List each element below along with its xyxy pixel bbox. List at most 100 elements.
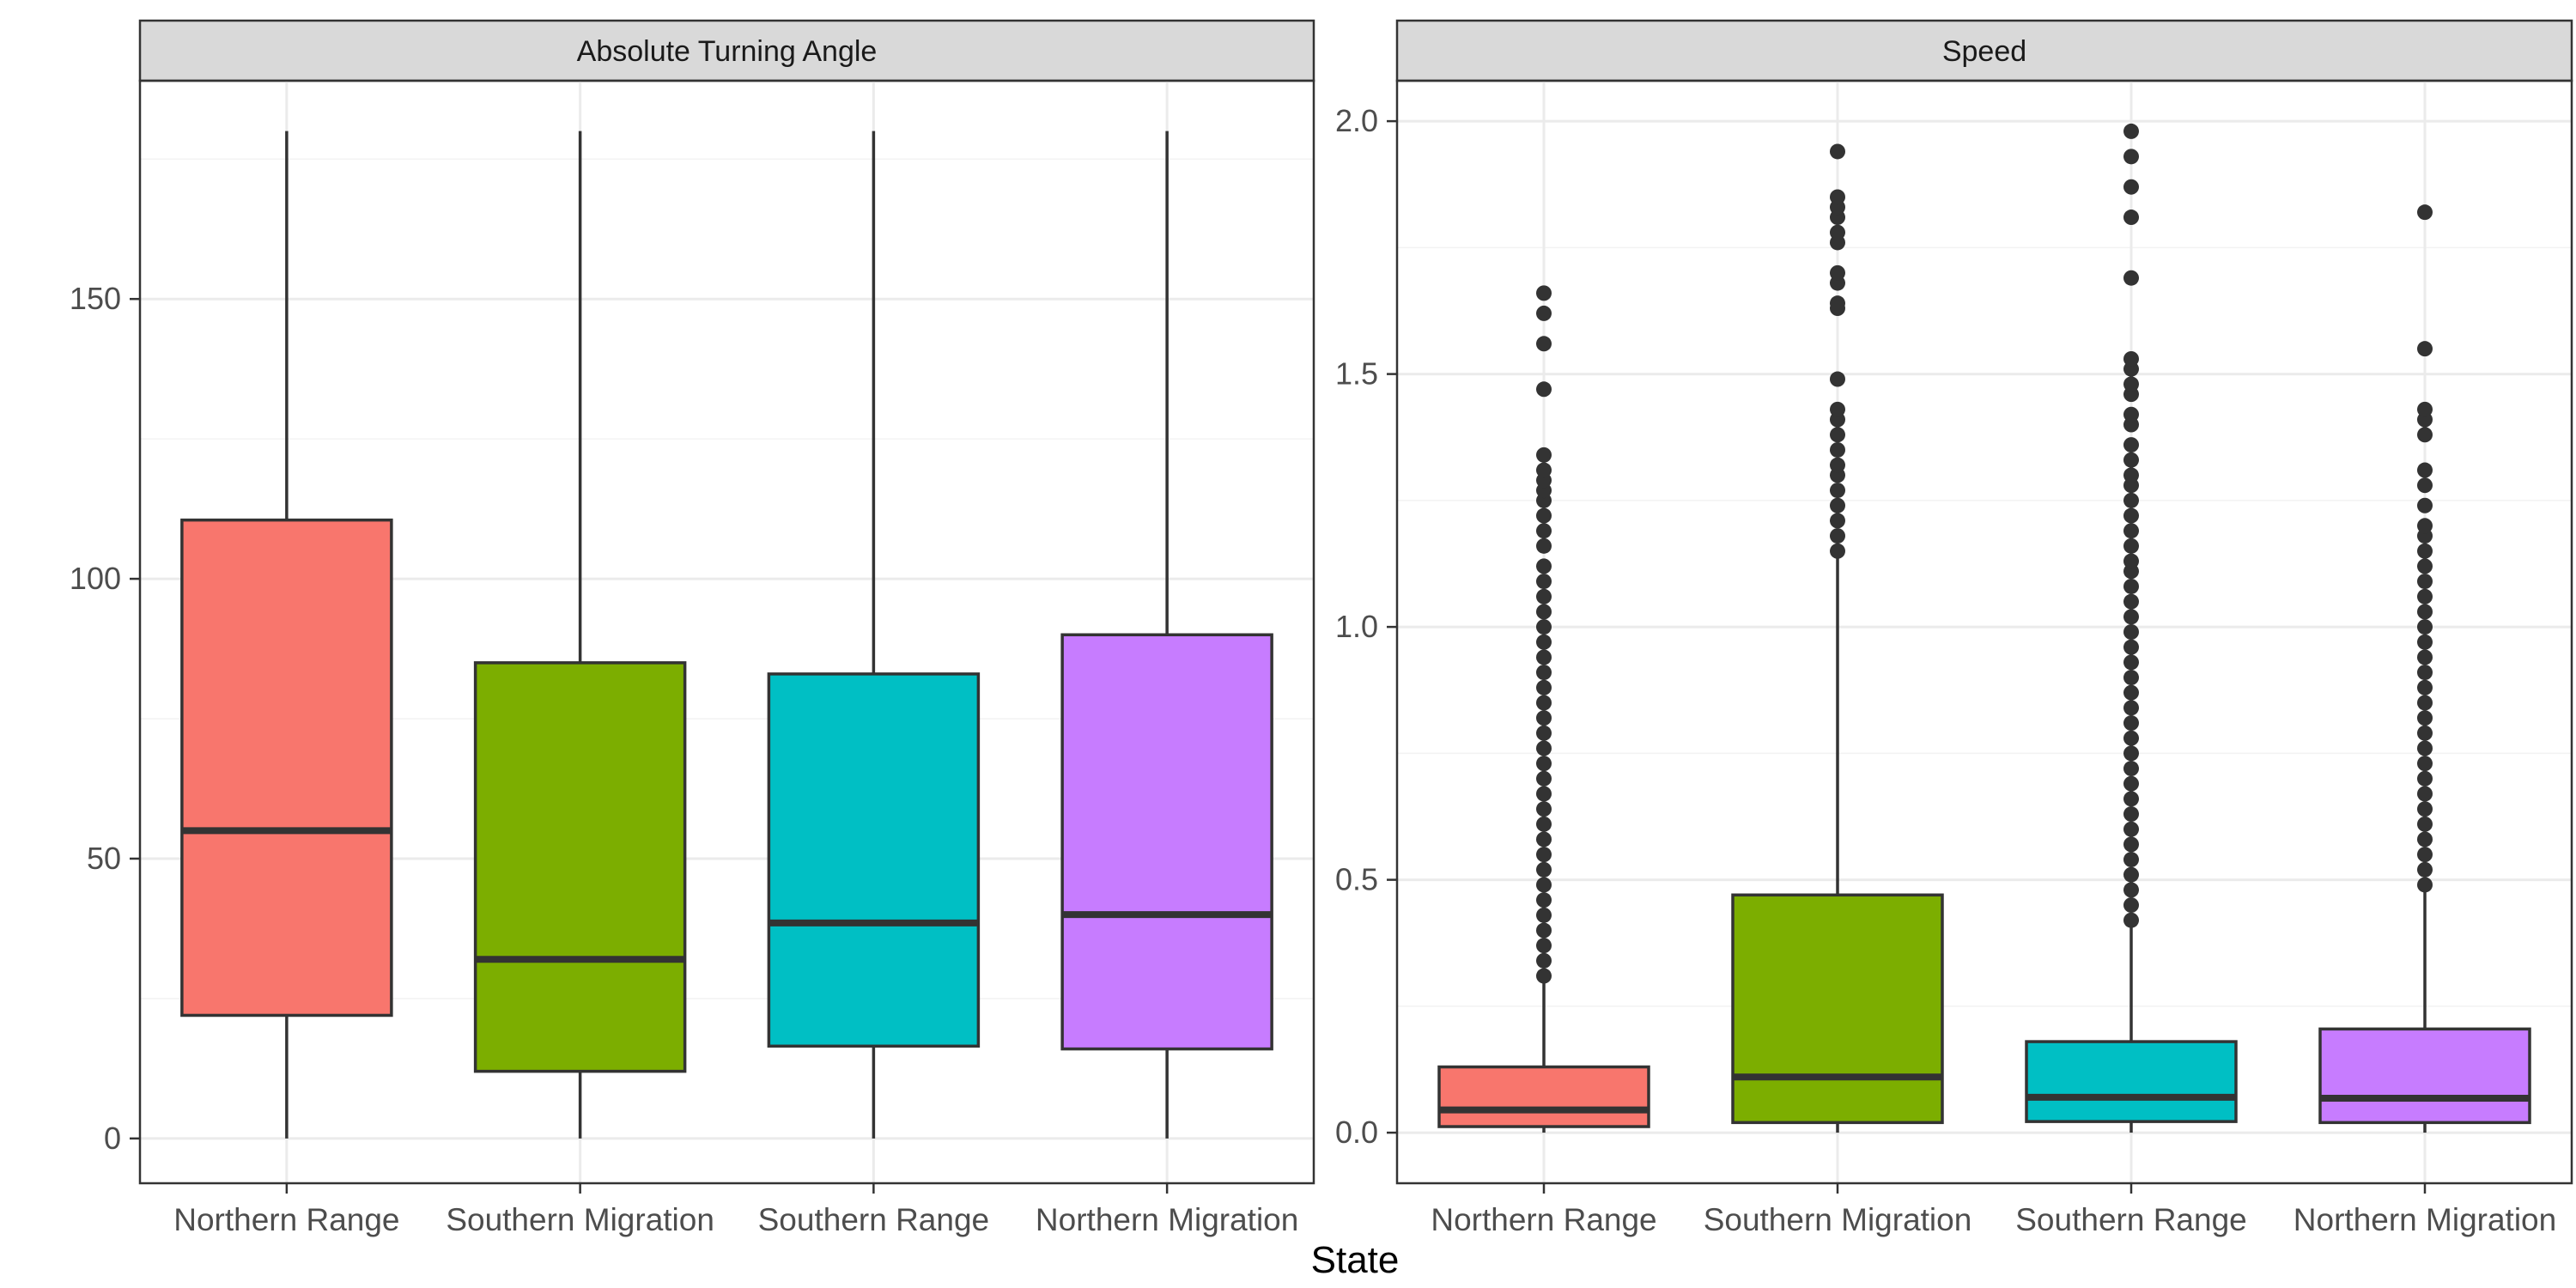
boxes <box>180 131 1273 1139</box>
outlier-point <box>1536 831 1552 848</box>
outlier-point <box>2123 897 2139 914</box>
outlier-point <box>2417 786 2433 802</box>
outlier-point <box>2417 710 2433 726</box>
outlier-point <box>2417 634 2433 650</box>
outlier-point <box>2123 684 2139 701</box>
iqr-box <box>1060 633 1273 1051</box>
outlier-point <box>2123 406 2139 422</box>
outlier-point <box>1536 462 1552 478</box>
outlier-point <box>1830 295 1845 312</box>
outlier-point <box>2123 350 2139 367</box>
outlier-point <box>1536 847 1552 863</box>
outlier-point <box>2417 816 2433 832</box>
outlier-point <box>1536 558 1552 574</box>
panel-strip-background <box>138 19 1315 82</box>
outlier-point <box>1830 513 1845 529</box>
outlier-point <box>1536 770 1552 787</box>
y-axis: 0 50 100 150 <box>70 281 140 1156</box>
x-tick-label: Southern Migration <box>446 1202 714 1237</box>
panel-border <box>1395 79 2573 1185</box>
outlier-point <box>2123 376 2139 392</box>
outlier-point <box>1536 604 1552 620</box>
outlier-point <box>1536 381 1552 398</box>
outlier-point <box>2123 670 2139 686</box>
outlier-point <box>1536 538 1552 554</box>
y-tick-label: 0 <box>104 1121 121 1156</box>
outlier-point <box>2123 210 2139 226</box>
outlier-point <box>1830 543 1845 559</box>
outlier-point <box>2417 604 2433 620</box>
outlier-point <box>2417 341 2433 357</box>
x-tick-label: Northern Migration <box>1036 1202 1298 1237</box>
outlier-point <box>2417 497 2433 513</box>
outlier-point <box>2417 770 2433 787</box>
outlier-point <box>1536 574 1552 590</box>
outlier-point <box>2417 401 2433 417</box>
outlier-point <box>1536 523 1552 539</box>
outlier-point <box>2417 725 2433 741</box>
panel-border <box>138 79 1315 1185</box>
box-southern-range <box>2025 123 2238 1133</box>
outlier-point <box>2123 852 2139 868</box>
iqr-box <box>767 672 981 1048</box>
outlier-point <box>2417 204 2433 221</box>
box-southern-migration <box>473 131 687 1139</box>
outlier-point <box>1536 588 1552 605</box>
outlier-point <box>2123 578 2139 594</box>
outlier-point <box>2123 492 2139 508</box>
outlier-point <box>2123 882 2139 898</box>
outlier-point <box>2123 775 2139 792</box>
outlier-point <box>1830 483 1845 499</box>
outlier-point <box>1536 679 1552 696</box>
box-northern-range <box>1437 285 1650 1133</box>
outlier-point <box>1536 801 1552 817</box>
x-tick-label: Southern Range <box>758 1202 989 1237</box>
y-tick-label: 100 <box>70 561 121 596</box>
outlier-point <box>2123 452 2139 468</box>
x-axis-title: State <box>1311 1239 1400 1281</box>
outlier-point <box>2123 270 2139 286</box>
outlier-point <box>1830 497 1845 513</box>
outlier-point <box>1536 952 1552 969</box>
outlier-point <box>2417 847 2433 863</box>
box-northern-migration <box>2318 204 2531 1133</box>
outlier-point <box>1830 371 1845 387</box>
outlier-point <box>1536 336 1552 352</box>
box-northern-range <box>180 131 393 1139</box>
outlier-point <box>1536 710 1552 726</box>
outlier-point <box>1536 756 1552 772</box>
outlier-point <box>1830 264 1845 281</box>
panel-title: Speed <box>1942 35 2026 68</box>
outlier-point <box>2123 654 2139 671</box>
outlier-point <box>2417 574 2433 590</box>
outlier-point <box>1536 725 1552 741</box>
outlier-point <box>2123 123 2139 139</box>
outlier-point <box>1830 189 1845 205</box>
outlier-point <box>1536 877 1552 893</box>
y-tick-label: 2.0 <box>1335 103 1378 138</box>
outlier-point <box>2123 912 2139 928</box>
outlier-point <box>2123 791 2139 807</box>
outlier-point <box>1536 665 1552 681</box>
iqr-box <box>2025 1040 2238 1123</box>
outlier-point <box>1830 143 1845 160</box>
outlier-point <box>2417 756 2433 772</box>
outlier-point <box>2417 740 2433 756</box>
outlier-point <box>2123 553 2139 569</box>
outlier-point <box>1536 305 1552 321</box>
outlier-point <box>2123 467 2139 483</box>
outlier-point <box>2417 831 2433 848</box>
panel-title: Absolute Turning Angle <box>577 35 878 68</box>
y-tick-label: 1.5 <box>1335 356 1378 392</box>
boxes <box>1437 123 2531 1133</box>
outlier-point <box>1536 892 1552 908</box>
outlier-point <box>2417 679 2433 696</box>
outlier-point <box>2417 543 2433 559</box>
outlier-point <box>2417 695 2433 711</box>
outlier-point <box>2417 877 2433 893</box>
outlier-point <box>1536 447 1552 463</box>
outlier-point <box>1536 816 1552 832</box>
outlier-point <box>2123 179 2139 195</box>
y-tick-label: 50 <box>87 841 121 876</box>
